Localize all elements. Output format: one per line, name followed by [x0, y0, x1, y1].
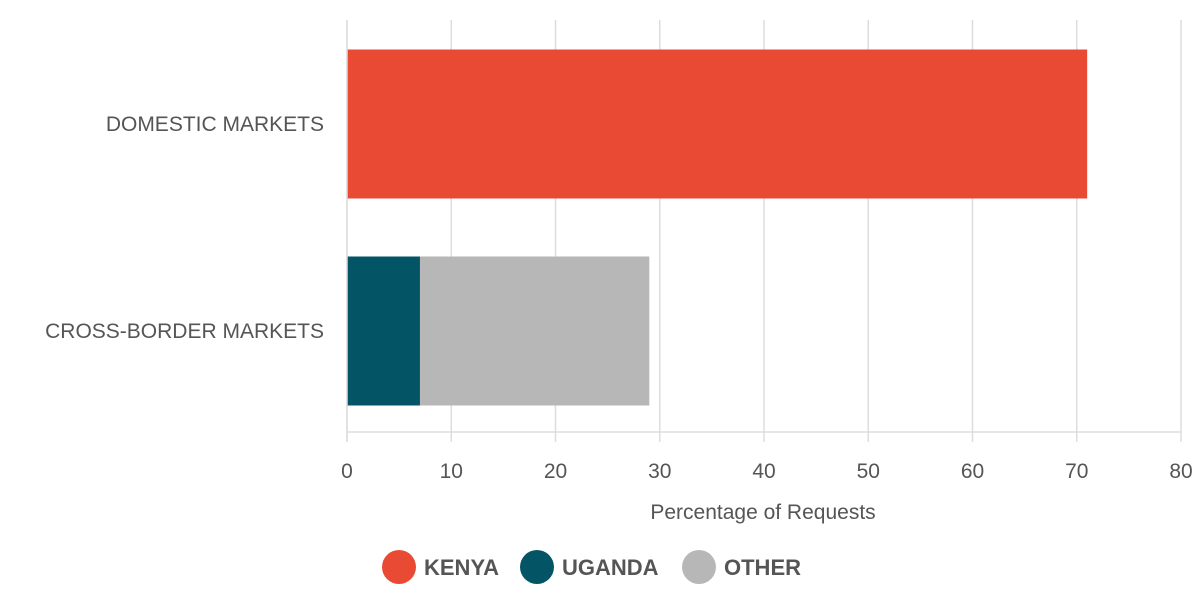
- legend-swatch-other: [682, 550, 716, 584]
- x-tick-label: 30: [648, 460, 671, 483]
- legend-label-uganda: UGANDA: [562, 555, 659, 580]
- y-axis: DOMESTIC MARKETS CROSS-BORDER MARKETS: [45, 20, 348, 442]
- legend-swatch-kenya: [382, 550, 416, 584]
- x-tick-label: 80: [1169, 460, 1192, 483]
- bar-kenya: [347, 49, 1088, 199]
- x-tick-label: 20: [544, 460, 567, 483]
- x-tick-label: 0: [341, 460, 353, 483]
- y-category-label: DOMESTIC MARKETS: [106, 113, 324, 136]
- x-axis-title: Percentage of Requests: [650, 501, 875, 524]
- bars: [347, 49, 1088, 406]
- legend-label-kenya: KENYA: [424, 555, 499, 580]
- x-tick-label: 40: [752, 460, 775, 483]
- x-tick-label: 50: [857, 460, 880, 483]
- x-tick-label: 10: [440, 460, 463, 483]
- legend-swatch-uganda: [520, 550, 554, 584]
- x-tick-label: 60: [961, 460, 984, 483]
- x-tick-label: 70: [1065, 460, 1088, 483]
- legend-label-other: OTHER: [724, 555, 801, 580]
- legend: KENYA UGANDA OTHER: [382, 550, 801, 584]
- bar-other: [419, 256, 650, 406]
- y-category-label: CROSS-BORDER MARKETS: [45, 320, 324, 343]
- x-axis: 0 10 20 30 40 50 60 70 80: [341, 431, 1193, 483]
- bar-uganda: [347, 256, 420, 406]
